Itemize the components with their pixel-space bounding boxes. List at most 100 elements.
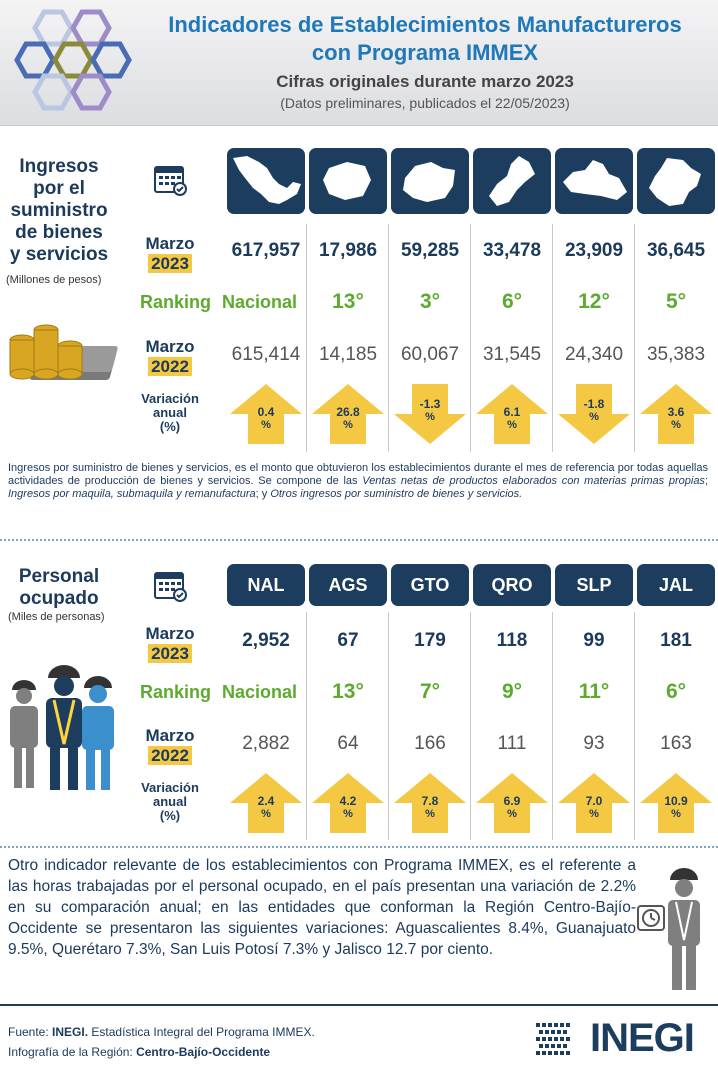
coins-money-icon	[9, 324, 118, 380]
personal-2022-qro: 111	[497, 733, 527, 754]
row-label-marzo-2022: Marzo 2022	[145, 726, 195, 765]
personal-2022-jal: 163	[660, 733, 692, 754]
personal-2022-gto: 166	[414, 733, 446, 754]
arrow-up-icon	[230, 773, 302, 833]
ingresos-rank-jal: 5°	[665, 290, 687, 313]
ingresos-2022-jal: 35,383	[646, 344, 706, 365]
personal-variation-value: 10.9%	[664, 794, 688, 821]
ingresos-2022-nal: 615,414	[231, 344, 301, 365]
ranking-nacional: Nacional	[222, 682, 298, 702]
guanajuato-map-icon	[403, 162, 455, 202]
column-divider	[634, 224, 635, 452]
column-divider	[470, 224, 471, 452]
row-label-marzo-2023: Marzo 2023	[145, 624, 195, 663]
column-header-slp: SLP	[555, 564, 633, 606]
personal-variation-value: 4.2%	[339, 794, 357, 821]
section-divider	[0, 539, 718, 541]
personal-variation-value: 7.8%	[421, 794, 439, 821]
map-nacional	[227, 148, 305, 214]
column-header-qro: QRO	[473, 564, 551, 606]
column-header-ags: AGS	[309, 564, 387, 606]
ingresos-2022-qro: 31,545	[482, 344, 542, 365]
row-label-marzo-2022: Marzo 2022	[145, 337, 195, 376]
queretaro-map-icon	[489, 156, 535, 206]
ingresos-2022-gto: 60,067	[400, 344, 460, 365]
ingresos-2023-qro: 33,478	[482, 240, 542, 261]
map-qro	[473, 148, 551, 214]
ingresos-rank-qro: 6°	[501, 290, 523, 313]
personal-2023-gto: 179	[414, 630, 446, 651]
arrow-up-icon	[558, 773, 630, 833]
arrow-up-icon	[640, 384, 712, 444]
ingresos-2023-jal: 36,645	[646, 240, 706, 261]
personal-2022-slp: 93	[583, 733, 605, 754]
ingresos-description: Ingresos por suministro de bienes y serv…	[8, 462, 708, 500]
mexico-map-icon	[233, 156, 301, 204]
personal-rank-gto: 7°	[419, 680, 441, 703]
arrow-up-icon	[476, 773, 548, 833]
arrow-down-icon	[558, 384, 630, 444]
calendar-icon	[154, 166, 187, 196]
ingresos-2023-ags: 17,986	[318, 240, 378, 261]
personal-title: Personal ocupado	[18, 566, 100, 609]
ingresos-title: Ingresos por el suministro de bienes y s…	[9, 156, 109, 265]
page-title-line2: con Programa IMMEX	[311, 40, 539, 65]
column-divider	[306, 612, 307, 840]
publication-note: (Datos preliminares, publicados el 22/05…	[280, 95, 570, 111]
page-subtitle: Cifras originales durante marzo 2023	[276, 72, 574, 91]
page-title-line1: Indicadores de Establecimientos Manufact…	[168, 12, 682, 37]
personal-rank-slp: 11°	[578, 680, 610, 703]
hexagon-logo-icon	[14, 9, 132, 111]
personal-2023-jal: 181	[660, 630, 692, 651]
worker-with-clock-icon	[637, 868, 700, 990]
row-label-marzo-2023: Marzo 2023	[145, 234, 195, 273]
personal-2023-slp: 99	[583, 630, 605, 651]
section-divider	[0, 846, 718, 848]
ingresos-variation-value: -1.8%	[583, 397, 605, 424]
region-note: Infografía de la Región: Centro-Bajío-Oc…	[8, 1045, 271, 1059]
map-jal	[637, 148, 715, 214]
ingresos-2022-slp: 24,340	[564, 344, 624, 365]
arrow-up-icon	[312, 384, 384, 444]
column-divider	[470, 612, 471, 840]
san-luis-potosi-map-icon	[563, 160, 627, 200]
variacion-label: Variación anual (%)	[141, 780, 199, 823]
personal-2023-qro: 118	[496, 630, 528, 651]
personal-rank-jal: 6°	[665, 680, 687, 703]
arrow-up-icon	[312, 773, 384, 833]
personal-variation-value: 6.9%	[503, 794, 521, 821]
column-header-nal: NAL	[227, 564, 305, 606]
personal-variation-value: 2.4%	[257, 794, 275, 821]
column-header-jal: JAL	[637, 564, 715, 606]
personal-2022-ags: 64	[337, 733, 359, 754]
ingresos-2023-nal: 617,957	[231, 240, 301, 261]
inegi-dots-logo-icon	[536, 1023, 570, 1055]
jalisco-map-icon	[649, 158, 701, 206]
workers-icon	[10, 665, 114, 790]
map-gto	[391, 148, 469, 214]
ingresos-variation-value: -1.3%	[419, 397, 441, 424]
column-divider	[634, 612, 635, 840]
column-divider	[306, 224, 307, 452]
column-divider	[388, 224, 389, 452]
ingresos-variation-value: 0.4%	[257, 405, 275, 432]
arrow-up-icon	[230, 384, 302, 444]
aguascalientes-map-icon	[323, 162, 371, 200]
calendar-icon	[154, 572, 187, 602]
column-divider	[552, 224, 553, 452]
arrow-up-icon	[640, 773, 712, 833]
inegi-logo: INEGI	[590, 1016, 695, 1060]
ingresos-rank-ags: 13°	[332, 290, 364, 313]
ingresos-variation-value: 26.8%	[336, 405, 360, 432]
ranking-label: Ranking	[140, 682, 212, 702]
ingresos-unit: (Millones de pesos)	[6, 274, 102, 286]
variacion-label: Variación anual (%)	[141, 391, 199, 434]
ingresos-rank-gto: 3°	[419, 290, 441, 313]
ranking-nacional: Nacional	[222, 292, 298, 312]
map-ags	[309, 148, 387, 214]
personal-2022-nal: 2,882	[242, 733, 290, 754]
horas-trabajadas-paragraph: Otro indicador relevante de los establec…	[8, 857, 636, 958]
column-divider	[552, 612, 553, 840]
personal-rank-qro: 9°	[501, 680, 523, 703]
ingresos-2023-gto: 59,285	[400, 240, 460, 261]
